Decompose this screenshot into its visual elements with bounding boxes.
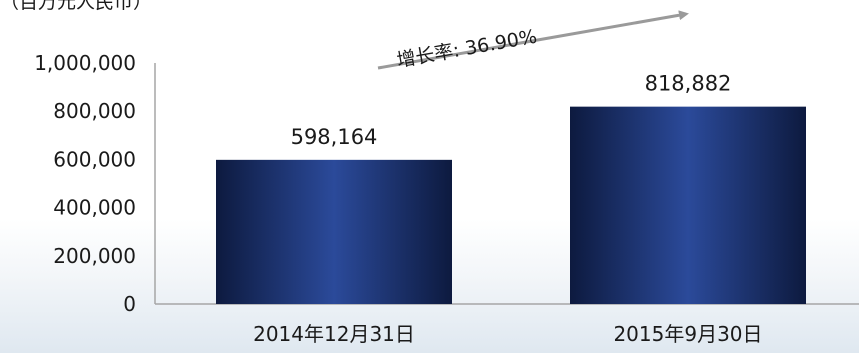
bars [216,106,806,304]
bar-value-label: 818,882 [645,72,732,96]
x-category-label: 2015年9月30日 [613,322,762,346]
bar [570,106,806,304]
growth-arrow [377,10,689,70]
y-tick-label: 800,000 [53,99,136,123]
bar-value-label: 598,164 [291,125,378,149]
unit-label: （百万元人民币） [0,0,152,13]
y-axis-ticks: 0 200,000 400,000 600,000 800,000 1,000,000 [34,51,136,316]
y-tick-label: 200,000 [53,244,136,268]
data-labels: 598,164 818,882 [291,72,732,149]
x-category-label: 2014年12月31日 [253,322,415,346]
growth-rate-label: 增长率: 36.90% [395,26,539,72]
y-tick-label: 1,000,000 [34,51,136,75]
y-tick-label: 600,000 [53,147,136,171]
growth-annotation: 增长率: 36.90% [377,10,689,72]
category-labels: 2014年12月31日 2015年9月30日 [253,322,762,346]
y-tick-label: 400,000 [53,196,136,220]
y-tick-label: 0 [123,292,136,316]
bar [216,159,452,304]
